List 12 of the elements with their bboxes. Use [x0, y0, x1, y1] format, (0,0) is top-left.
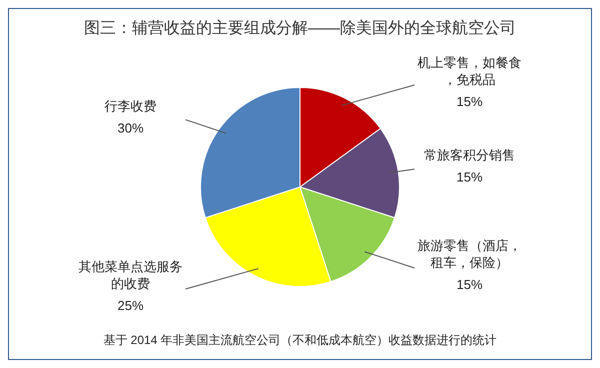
chart-title: 图三：辅营收益的主要组成分解——除美国外的全球航空公司: [83, 18, 517, 39]
data-label: 15%: [456, 277, 483, 292]
data-label: 15%: [456, 94, 483, 110]
slice-label: 其他菜单点选服务的收费: [78, 259, 182, 292]
data-label: 30%: [117, 120, 144, 136]
slice-label: 机上零售，如餐食，免税品: [418, 55, 522, 88]
text: 基于 2014 年非美国主流航空公司（不和低成本航空）收益数据进行的统计: [102, 332, 498, 349]
data-label: 25%: [117, 298, 144, 314]
slice-label: 行李收费: [104, 98, 156, 114]
slice-label: 旅游零售（酒店，租车，保险）: [418, 238, 522, 270]
slice-label: 常旅客积分销售: [424, 148, 515, 163]
data-label: 15%: [456, 170, 483, 185]
